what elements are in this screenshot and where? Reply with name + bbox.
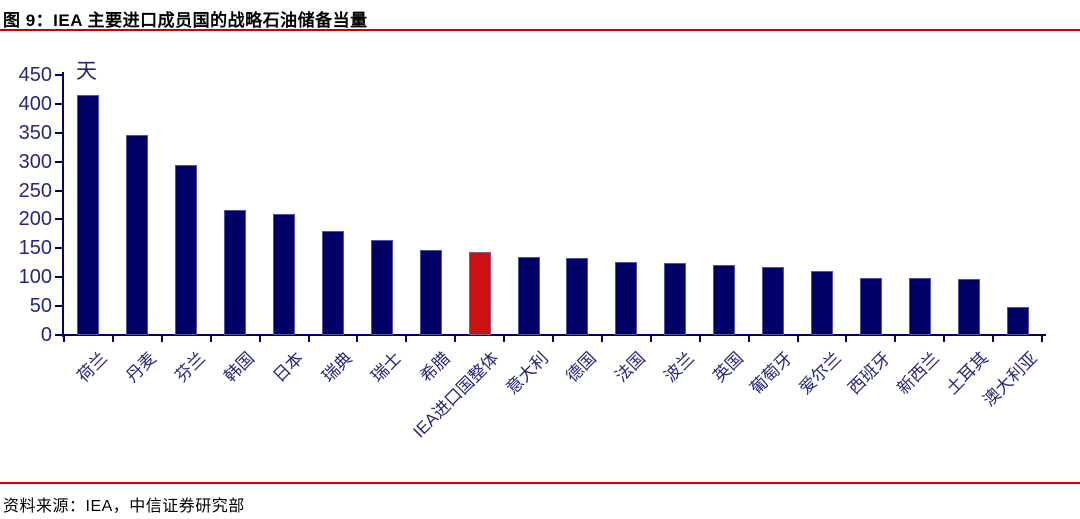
bar	[517, 257, 540, 335]
figure-title: 图 9：IEA 主要进口成员国的战略石油储备当量	[3, 11, 368, 30]
bar	[762, 267, 785, 335]
x-category-label: 德国	[562, 348, 601, 387]
bar-highlight	[468, 252, 491, 335]
y-tick-mark	[55, 276, 62, 279]
y-tick-label: 200	[18, 208, 52, 231]
x-category-label: 爱尔兰	[795, 348, 845, 399]
x-category-label: 瑞士	[367, 348, 405, 387]
x-tick-mark	[1041, 336, 1043, 342]
x-category-label: 新西兰	[893, 348, 943, 399]
x-tick-mark	[307, 336, 310, 342]
y-tick-mark	[55, 131, 62, 134]
x-category-label: 瑞典	[318, 348, 356, 387]
bar	[859, 277, 882, 335]
x-tick-mark	[649, 336, 652, 342]
bar	[224, 210, 247, 335]
y-tick-label: 50	[29, 295, 52, 318]
y-tick-label: 0	[40, 324, 52, 346]
bar	[321, 231, 344, 335]
x-tick-mark	[356, 336, 359, 342]
bar	[615, 262, 638, 335]
y-tick-label: 400	[18, 92, 52, 115]
bar	[419, 250, 442, 335]
bar	[126, 134, 149, 335]
y-tick-mark	[55, 247, 62, 250]
x-tick-mark	[992, 336, 995, 342]
y-tick-mark	[55, 102, 62, 105]
x-tick-mark	[747, 336, 750, 342]
y-tick-mark	[55, 74, 62, 76]
title-divider-line	[0, 29, 1080, 31]
x-tick-mark	[63, 336, 65, 342]
x-axis	[62, 334, 1046, 336]
x-category-label: 波兰	[660, 348, 699, 387]
x-category-label: 意大利	[502, 348, 552, 399]
bar	[175, 164, 198, 335]
y-tick-label: 450	[18, 64, 52, 86]
x-tick-mark	[454, 336, 457, 342]
x-tick-mark	[552, 336, 554, 342]
bar	[77, 95, 100, 335]
x-category-label: 荷兰	[73, 348, 112, 387]
x-category-label: 日本	[269, 348, 308, 387]
bar	[273, 214, 296, 335]
x-tick-mark	[111, 336, 114, 342]
y-tick-label: 150	[18, 237, 52, 260]
bar	[810, 270, 833, 335]
x-tick-mark	[894, 336, 897, 342]
y-tick-mark	[55, 305, 62, 308]
y-tick-mark	[55, 334, 62, 336]
x-category-label: 法国	[611, 348, 650, 387]
x-category-label: 葡萄牙	[746, 348, 797, 399]
x-category-label: 西班牙	[844, 348, 894, 399]
x-tick-mark	[160, 336, 163, 342]
y-axis-unit-label: 天	[76, 60, 97, 83]
y-tick-mark	[55, 189, 62, 192]
x-tick-mark	[405, 336, 408, 342]
y-tick-label: 300	[18, 150, 52, 173]
y-axis	[62, 72, 64, 337]
x-tick-mark	[845, 336, 848, 342]
footer-divider-line	[0, 482, 1080, 484]
y-tick-mark	[55, 218, 62, 221]
x-tick-mark	[600, 336, 603, 342]
x-tick-mark	[796, 336, 799, 342]
source-note: 资料来源：IEA，中信证券研究部	[3, 498, 245, 515]
bar	[713, 264, 736, 335]
bar	[664, 263, 687, 335]
x-tick-mark	[258, 336, 261, 342]
y-tick-label: 250	[18, 179, 52, 202]
y-tick-label: 100	[18, 266, 52, 289]
x-tick-mark	[943, 336, 946, 342]
x-category-label: 芬兰	[171, 348, 210, 387]
y-tick-mark	[55, 160, 62, 163]
x-category-label: 丹麦	[122, 348, 161, 387]
x-tick-mark	[209, 336, 212, 342]
bar	[566, 258, 589, 335]
y-tick-label: 350	[18, 121, 52, 144]
x-tick-mark	[698, 336, 701, 342]
bar	[370, 239, 393, 335]
bar	[957, 278, 980, 335]
bar	[908, 278, 931, 335]
bar-chart: 天 0 50 100 150 200 250 300 350 400 450 荷兰 丹麦 芬兰 韩国 日本 瑞典…	[18, 60, 1046, 441]
x-tick-mark	[503, 336, 506, 342]
x-category-label: 韩国	[220, 348, 259, 387]
bar	[1006, 306, 1029, 335]
